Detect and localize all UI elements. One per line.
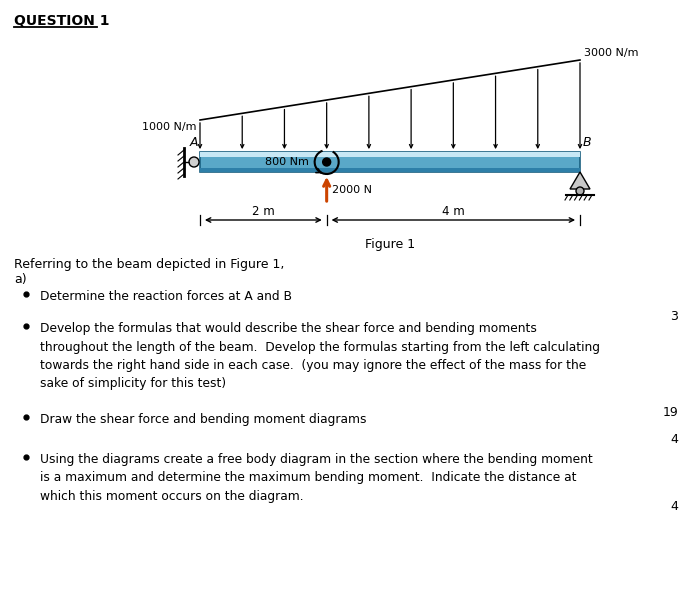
Text: 2 m: 2 m [252,205,275,218]
Circle shape [322,158,331,166]
Text: 19: 19 [662,406,678,419]
Text: 1000 N/m: 1000 N/m [142,122,196,132]
Text: Develop the formulas that would describe the shear force and bending moments
thr: Develop the formulas that would describe… [40,322,600,391]
Bar [200,168,580,172]
Circle shape [189,157,199,167]
Text: Referring to the beam depicted in Figure 1,: Referring to the beam depicted in Figure… [14,258,284,271]
Text: A: A [189,136,198,149]
Text: Determine the reaction forces at A and B: Determine the reaction forces at A and B [40,290,292,303]
Text: Figure 1: Figure 1 [365,238,415,251]
Text: QUESTION 1: QUESTION 1 [14,14,110,28]
Text: 4: 4 [670,433,678,446]
Text: 3: 3 [670,310,678,323]
Text: 800 Nm: 800 Nm [265,157,309,167]
Text: Using the diagrams create a free body diagram in the section where the bending m: Using the diagrams create a free body di… [40,453,593,503]
Bar [200,152,580,157]
Text: B: B [583,136,592,149]
Text: a): a) [14,273,27,286]
Polygon shape [570,172,590,189]
Text: 4: 4 [670,500,678,513]
Bar [200,152,580,172]
Text: 4 m: 4 m [442,205,465,218]
Text: 3000 N/m: 3000 N/m [584,48,639,58]
Text: Draw the shear force and bending moment diagrams: Draw the shear force and bending moment … [40,413,366,426]
Text: 2000 N: 2000 N [332,185,371,195]
Circle shape [576,187,584,195]
